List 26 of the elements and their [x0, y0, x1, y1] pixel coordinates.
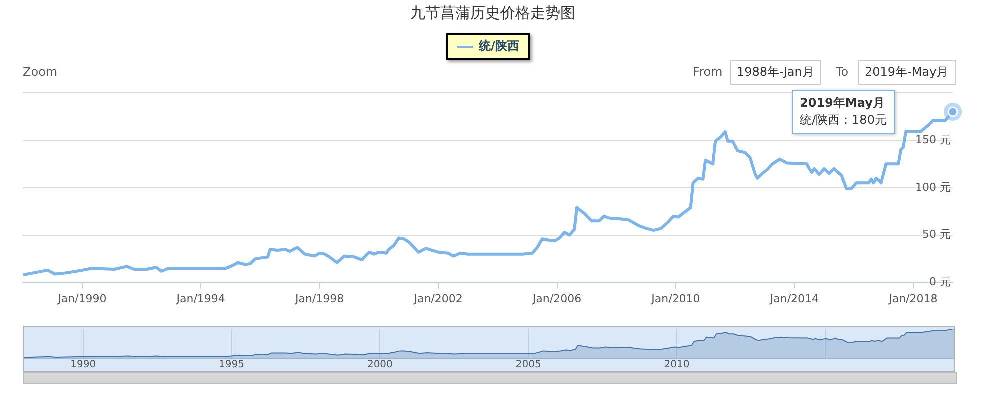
- y-tick-label: 0 元: [930, 276, 951, 289]
- x-tick-label: Jan/1990: [57, 292, 107, 306]
- y-tick-label: 50 元: [922, 228, 951, 242]
- chart-title: 九节菖蒲历史价格走势图: [410, 4, 576, 23]
- text: Zoom: [23, 65, 58, 79]
- y-tick-label: 100 元: [916, 180, 951, 194]
- x-tick-label: Jan/1994: [176, 292, 226, 306]
- x-tick-label: Jan/2002: [413, 292, 463, 306]
- x-tick-label: Jan/2006: [532, 292, 582, 306]
- text: From: [693, 65, 723, 79]
- x-tick-label: Jan/2010: [650, 292, 700, 306]
- x-tick-label: 2010: [664, 360, 690, 371]
- text: To: [836, 65, 849, 79]
- x-tick-label: 1990: [70, 360, 96, 371]
- y-tick-label: 150 元: [916, 133, 951, 146]
- annotation: 统/陕西：180元: [800, 112, 887, 129]
- legend-label: 统/陕西: [479, 38, 520, 55]
- x-tick-label: 2005: [516, 360, 542, 371]
- x-tick-label: Jan/2014: [769, 292, 820, 306]
- x-tick-label: Jan/1998: [294, 292, 344, 306]
- text: 2019年-May月: [858, 60, 956, 85]
- x-tick-label: 1995: [219, 360, 244, 371]
- x-tick-label: Jan/2018: [888, 292, 938, 306]
- x-tick-label: 2000: [367, 360, 393, 371]
- annotation: 2019年May月: [800, 94, 886, 112]
- text: 1988年-Jan月: [730, 60, 822, 85]
